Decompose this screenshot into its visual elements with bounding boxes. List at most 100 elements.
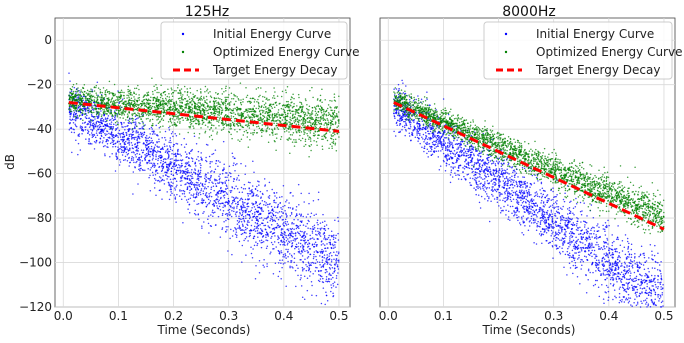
data-point: [154, 165, 157, 167]
data-point: [184, 90, 186, 93]
data-point: [212, 108, 214, 111]
data-point: [84, 109, 87, 112]
data-point: [234, 170, 236, 172]
data-point: [194, 105, 197, 108]
data-point: [227, 174, 230, 176]
data-point: [91, 107, 93, 109]
data-point: [334, 264, 336, 266]
data-point: [262, 222, 264, 225]
data-point: [188, 171, 190, 174]
data-point: [258, 260, 261, 262]
data-point: [275, 246, 277, 248]
data-point: [314, 262, 317, 264]
data-point: [227, 203, 229, 205]
data-point: [325, 121, 327, 124]
data-point: [294, 240, 296, 242]
data-point: [211, 153, 213, 156]
data-point: [78, 103, 81, 105]
data-point: [330, 119, 332, 122]
data-point: [222, 190, 225, 192]
data-point: [335, 277, 338, 279]
data-point: [166, 178, 168, 180]
data-point: [88, 139, 90, 141]
data-point: [285, 91, 287, 94]
data-point: [191, 99, 194, 101]
data-point: [177, 163, 180, 166]
data-point: [77, 98, 80, 101]
data-point: [81, 132, 83, 135]
data-point: [178, 159, 180, 162]
data-point: [280, 229, 283, 231]
data-point: [304, 98, 307, 100]
data-point: [313, 214, 315, 216]
data-point: [122, 136, 124, 139]
data-point: [275, 101, 277, 103]
data-point: [225, 113, 227, 116]
data-point: [201, 113, 204, 115]
data-point: [317, 127, 319, 130]
data-point: [333, 241, 336, 243]
data-point: [73, 86, 76, 89]
data-point: [303, 145, 305, 147]
data-point: [256, 101, 258, 103]
data-point: [100, 101, 103, 103]
data-point: [300, 285, 303, 287]
data-point: [321, 256, 324, 258]
data-point: [317, 270, 320, 272]
data-point: [262, 210, 264, 213]
data-point: [106, 133, 108, 136]
data-point: [201, 225, 203, 227]
data-point: [210, 119, 213, 122]
data-point: [199, 167, 202, 169]
data-point: [78, 100, 80, 102]
data-point: [233, 162, 235, 164]
data-point: [132, 151, 135, 153]
data-point: [222, 210, 225, 212]
data-point: [311, 111, 313, 113]
data-point: [235, 215, 237, 217]
data-point: [102, 108, 104, 111]
data-point: [222, 195, 225, 197]
data-point: [317, 104, 319, 107]
data-point: [285, 212, 287, 215]
data-point: [77, 110, 79, 112]
data-point: [149, 153, 151, 156]
data-point: [242, 225, 244, 227]
data-point: [305, 225, 307, 227]
data-point: [114, 94, 116, 97]
data-point: [235, 202, 237, 205]
data-point: [187, 103, 190, 105]
data-point: [114, 114, 116, 116]
data-point: [170, 161, 173, 163]
data-point: [75, 112, 78, 115]
data-point: [253, 171, 255, 173]
data-point: [273, 241, 276, 243]
data-point: [128, 120, 131, 122]
data-point: [307, 111, 309, 113]
data-point: [304, 125, 306, 127]
data-point: [105, 113, 107, 115]
data-point: [327, 227, 330, 230]
data-point: [303, 118, 305, 121]
data-point: [336, 283, 339, 286]
data-point: [197, 188, 199, 190]
data-point: [135, 149, 137, 152]
data-point: [254, 213, 256, 215]
data-point: [279, 259, 281, 262]
data-point: [333, 118, 335, 120]
data-point: [259, 224, 261, 226]
data-point: [260, 217, 263, 219]
data-point: [219, 118, 221, 120]
data-point: [152, 93, 154, 95]
data-point: [113, 83, 116, 86]
data-point: [297, 114, 300, 117]
data-point: [115, 153, 117, 155]
data-point: [215, 92, 217, 94]
data-point: [115, 124, 117, 126]
data-point: [139, 162, 141, 165]
data-point: [329, 243, 332, 245]
data-point: [321, 250, 323, 253]
data-point: [229, 126, 232, 128]
data-point: [261, 129, 263, 132]
data-point: [95, 139, 98, 142]
